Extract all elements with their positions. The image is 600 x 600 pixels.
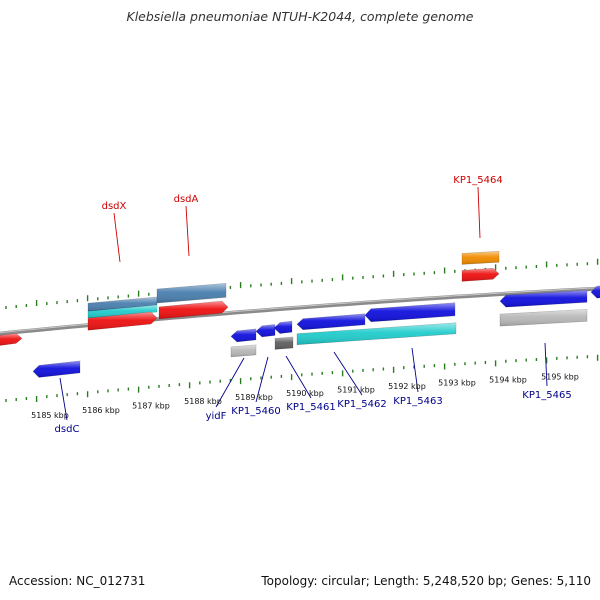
gene-yidf-gray[interactable] [230, 344, 257, 358]
gene-label-kp1-5463[interactable]: KP1_5463 [393, 396, 442, 407]
gene-label-dsdc[interactable]: dsdC [55, 424, 80, 435]
gene-kp1-5462[interactable] [296, 313, 366, 331]
gene-label-kp1-5461[interactable]: KP1_5461 [286, 402, 335, 413]
gene-kp1-5461[interactable] [273, 320, 293, 334]
scale-label: 5191 kbp [337, 385, 375, 394]
gene-label-dsda[interactable]: dsdA [174, 194, 199, 205]
gene-label-kp1-5462[interactable]: KP1_5462 [337, 399, 386, 410]
gene-kp1-5462-cyan[interactable] [296, 322, 457, 346]
feature-track[interactable] [0, 250, 600, 378]
scale-label: 5195 kbp [541, 373, 579, 382]
gene-arrow-right-edge[interactable] [590, 285, 600, 299]
gene-cyan-dsdx[interactable] [87, 304, 158, 319]
callout-line [255, 356, 269, 403]
callout-line [113, 212, 121, 263]
gene-yidf[interactable] [230, 328, 257, 343]
gene-kp1-5463[interactable] [364, 302, 456, 323]
callout-line [59, 377, 68, 421]
gene-label-kp1-5464[interactable]: KP1_5464 [453, 175, 502, 186]
scale-labels: 5185 kbp 5186 kbp 5187 kbp 5188 kbp 5189 kbp… [31, 373, 579, 420]
scale-label: 5194 kbp [489, 376, 527, 385]
callout-line [215, 357, 245, 408]
scale-label: 5186 kbp [82, 406, 120, 415]
accession-label: Accession: NC_012731 [9, 574, 146, 588]
gene-kp1-5464[interactable] [461, 267, 500, 282]
genome-summary: Topology: circular; Length: 5,248,520 bp… [261, 574, 591, 588]
gene-label-dsdx[interactable]: dsdX [102, 201, 127, 212]
callout-line [333, 351, 363, 396]
scale-label: 5185 kbp [31, 411, 69, 420]
scale-label: 5189 kbp [235, 393, 273, 402]
gene-label-kp1-5465[interactable]: KP1_5465 [522, 390, 571, 401]
gene-arrow-left-edge[interactable] [0, 333, 23, 346]
map-title: Klebsiella pneumoniae NTUH-K2044, comple… [126, 9, 474, 24]
scale-label: 5188 kbp [184, 397, 222, 406]
gene-dsdc[interactable] [32, 360, 81, 378]
callout-line [285, 355, 312, 399]
gene-kp1-5464-orange[interactable] [461, 250, 500, 265]
scale-label: 5187 kbp [132, 402, 170, 411]
label-callouts: dsdX dsdA KP1_5464 dsdC yidF KP1_5460 KP1_5461… [55, 175, 572, 435]
gene-kp1-5460[interactable] [255, 324, 276, 338]
scale-label: 5190 kbp [286, 389, 324, 398]
gene-label-yidf[interactable]: yidF [206, 411, 227, 422]
gene-kp1-5461-gray[interactable] [274, 336, 294, 350]
callout-line [477, 186, 481, 239]
callout-line [185, 205, 190, 257]
gene-steel-dsda[interactable] [156, 282, 227, 304]
scale-label: 5193 kbp [438, 379, 476, 388]
gene-dsda[interactable] [158, 300, 229, 320]
gene-kp1-5465[interactable] [499, 289, 588, 308]
gene-dsdx[interactable] [87, 311, 158, 331]
gene-label-kp1-5460[interactable]: KP1_5460 [231, 406, 280, 417]
gene-kp1-5465-gray[interactable] [499, 308, 588, 327]
callout-line [544, 342, 548, 387]
scale-label: 5192 kbp [388, 382, 426, 391]
callout-line [411, 347, 419, 393]
